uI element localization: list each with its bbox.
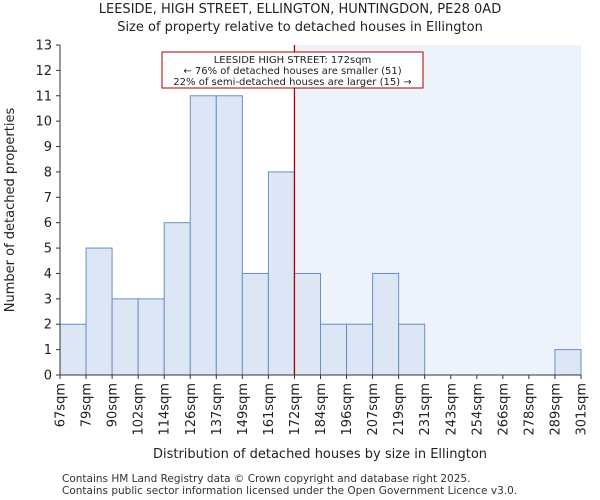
x-axis-label: Distribution of detached houses by size … (153, 447, 487, 462)
x-tick-label: 149sqm (236, 383, 251, 436)
x-tick-label: 219sqm (392, 383, 407, 436)
y-tick-label: 7 (44, 191, 52, 206)
x-tick-label: 266sqm (496, 383, 511, 436)
footer-line-1: Contains HM Land Registry data © Crown c… (62, 473, 471, 485)
x-tick-label: 137sqm (210, 383, 225, 436)
y-tick-label: 11 (35, 89, 52, 104)
x-tick-label: 184sqm (314, 383, 329, 436)
bar-207sqm (372, 272, 400, 376)
y-tick-label: 1 (44, 343, 52, 358)
x-tick-label: 67sqm (54, 383, 69, 427)
x-tick-label: 278sqm (522, 383, 537, 436)
bar-114sqm (163, 222, 191, 376)
y-tick-label: 13 (35, 39, 52, 54)
y-tick-label: 9 (44, 140, 52, 155)
bar-172sqm (293, 272, 322, 376)
x-tick-label: 231sqm (418, 383, 433, 436)
bar-149sqm (241, 272, 269, 376)
x-tick-label: 90sqm (106, 383, 121, 427)
bar-126sqm (189, 95, 217, 376)
y-axis-label: Number of detached properties (3, 108, 18, 313)
bar-184sqm (320, 323, 348, 376)
x-tick-label: 172sqm (288, 383, 303, 436)
y-tick-label: 12 (35, 64, 52, 79)
bar-67sqm (59, 323, 87, 376)
bar-161sqm (267, 171, 295, 376)
bar-196sqm (346, 323, 374, 376)
annotation-box (161, 51, 424, 89)
x-tick-label: 207sqm (366, 383, 381, 436)
x-tick-label: 301sqm (575, 383, 590, 436)
y-tick-label: 6 (44, 216, 52, 231)
x-tick-label: 161sqm (262, 383, 277, 436)
y-tick-label: 5 (44, 242, 52, 257)
annotation-line: 22% of semi-detached houses are larger (… (173, 77, 411, 88)
y-tick-label: 0 (44, 369, 52, 384)
bar-219sqm (398, 323, 426, 376)
bar-289sqm (554, 349, 582, 376)
annotation-line: LEESIDE HIGH STREET: 172sqm (214, 55, 372, 66)
bar-90sqm (111, 298, 139, 376)
x-tick-label: 289sqm (548, 383, 563, 436)
x-tick-label: 243sqm (444, 383, 459, 436)
y-tick-label: 8 (44, 165, 52, 180)
bar-137sqm (215, 95, 243, 376)
y-tick-label: 10 (35, 115, 52, 130)
x-tick-label: 196sqm (340, 383, 355, 436)
x-tick-label: 126sqm (184, 383, 199, 436)
chart-title: LEESIDE, HIGH STREET, ELLINGTON, HUNTING… (98, 2, 502, 17)
bar-79sqm (85, 247, 113, 376)
y-tick-label: 4 (44, 267, 52, 282)
x-tick-label: 102sqm (132, 383, 147, 436)
x-tick-label: 254sqm (470, 383, 485, 436)
chart-subtitle: Size of property relative to detached ho… (117, 20, 483, 35)
bar-102sqm (137, 298, 165, 376)
annotation-line: ← 76% of detached houses are smaller (51… (183, 66, 401, 77)
y-tick-label: 2 (44, 318, 52, 333)
x-tick-label: 114sqm (158, 383, 173, 436)
x-tick-label: 79sqm (80, 383, 95, 427)
y-tick-label: 3 (44, 292, 52, 307)
highlight-region (294, 45, 581, 375)
footer-line-2: Contains public sector information licen… (62, 485, 518, 497)
